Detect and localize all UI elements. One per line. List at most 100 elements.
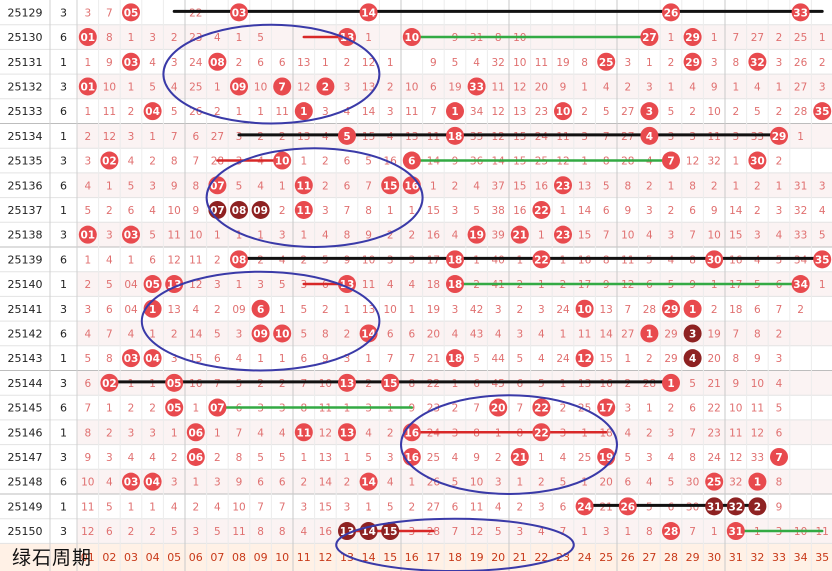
ball-circle xyxy=(532,423,551,442)
omission-value: 3 xyxy=(84,7,91,19)
ball-circle xyxy=(683,28,702,47)
omission-value: 6 xyxy=(106,304,113,316)
omission-value: 12 xyxy=(297,81,310,93)
omission-value: 2 xyxy=(257,254,264,266)
ball-number: 31 xyxy=(728,526,743,538)
omission-value: 6 xyxy=(689,205,696,217)
ball-circle xyxy=(554,176,572,195)
omission-value: 1 xyxy=(668,81,675,93)
omission-value: 3 xyxy=(387,254,394,266)
ball-29: 29 xyxy=(683,28,702,47)
ball-circle xyxy=(78,28,97,47)
omission-value: 29 xyxy=(664,328,677,340)
ball-34: 33 xyxy=(791,3,810,22)
ball-circle xyxy=(618,497,637,516)
omission-value: 25 xyxy=(427,452,440,464)
ball-number: 1 xyxy=(689,304,696,316)
ball-circle xyxy=(122,3,140,22)
omission-value: 1 xyxy=(668,180,675,192)
ball-number: 14 xyxy=(361,328,376,340)
omission-value: 2 xyxy=(279,378,286,390)
omission-value: 8 xyxy=(408,378,415,390)
omission-value: 1 xyxy=(430,180,437,192)
footer-number: 26 xyxy=(621,551,635,564)
omission-value: 3 xyxy=(387,452,394,464)
omission-value: 2 xyxy=(257,378,264,390)
omission-value: 6 xyxy=(754,304,761,316)
ball-circle xyxy=(683,349,702,368)
ball-32: 32 xyxy=(748,52,767,71)
omission-value: 2 xyxy=(106,205,113,217)
ball-circle xyxy=(273,77,292,96)
ball-18: 18 xyxy=(446,250,464,269)
omission-value: 13 xyxy=(297,57,310,69)
omission-value: 4 xyxy=(171,81,178,93)
omission-value: 3 xyxy=(344,353,351,365)
omission-value: 3 xyxy=(668,230,675,242)
omission-value: 2 xyxy=(192,501,199,513)
omission-value: 3 xyxy=(171,477,178,489)
omission-value: 6 xyxy=(149,254,156,266)
omission-value: 11 xyxy=(492,81,505,93)
omission-value: 2 xyxy=(776,32,783,44)
omission-value: 04 xyxy=(124,304,138,316)
row-stripe xyxy=(77,172,832,198)
omission-value: 33 xyxy=(794,230,807,242)
ball-number: 16 xyxy=(404,427,419,439)
ball-03: 03 xyxy=(122,349,140,368)
omission-value: 2 xyxy=(84,131,91,143)
ball-28: 7 xyxy=(662,151,680,170)
ball-circle xyxy=(640,126,659,145)
omission-value: 12 xyxy=(189,279,202,291)
omission-value: 4 xyxy=(603,81,610,93)
omission-value: 2 xyxy=(387,230,394,242)
ball-circle xyxy=(78,225,97,244)
ball-circle xyxy=(381,176,400,195)
ball-number: 03 xyxy=(124,353,139,365)
omission-value: 21 xyxy=(708,378,721,390)
ball-number: 09 xyxy=(253,328,268,340)
omission-value: 1 xyxy=(84,57,91,69)
ball-01: 01 xyxy=(78,225,97,244)
ball-number: 5 xyxy=(343,131,350,143)
omission-value: 14 xyxy=(319,477,333,489)
omission-value: 1 xyxy=(711,32,718,44)
omission-value: 3 xyxy=(106,452,113,464)
ball-20: 20 xyxy=(489,398,508,417)
omission-value: 24 xyxy=(535,131,549,143)
omission-value: 1 xyxy=(236,279,243,291)
period-value: 3 xyxy=(60,377,67,390)
omission-value: 1 xyxy=(581,81,588,93)
omission-value: 27 xyxy=(427,501,440,513)
omission-value: 2 xyxy=(732,106,739,118)
omission-value: 10 xyxy=(232,501,245,513)
ball-circle xyxy=(251,324,270,343)
ball-number: 01 xyxy=(80,32,95,44)
ball-circle xyxy=(338,373,356,392)
omission-value: 3 xyxy=(322,106,329,118)
ball-circle xyxy=(705,472,724,491)
omission-value: 32 xyxy=(708,156,721,168)
omission-value: 1 xyxy=(473,254,480,266)
omission-value: 2 xyxy=(106,427,113,439)
ball-35: 35 xyxy=(813,250,832,269)
ball-35: 35 xyxy=(813,102,832,121)
period-value: 6 xyxy=(60,179,67,192)
omission-value: 3 xyxy=(279,230,286,242)
omission-value: 26 xyxy=(794,57,808,69)
ball-circle xyxy=(186,423,205,442)
omission-value: 7 xyxy=(560,526,567,538)
ball-number: 15 xyxy=(383,180,398,192)
omission-value: 2 xyxy=(646,427,653,439)
period-label: 25135 xyxy=(8,155,43,168)
highlight-ring xyxy=(205,147,424,249)
ball-number: 13 xyxy=(340,378,355,390)
omission-value: 8 xyxy=(236,452,243,464)
ball-32: 1 xyxy=(748,472,767,491)
omission-value: 34 xyxy=(794,254,808,266)
omission-value: 7 xyxy=(732,32,739,44)
omission-value: 2 xyxy=(322,156,329,168)
ball-27: 4 xyxy=(640,126,659,145)
omission-value: 14 xyxy=(578,205,592,217)
omission-value: 3 xyxy=(257,279,264,291)
